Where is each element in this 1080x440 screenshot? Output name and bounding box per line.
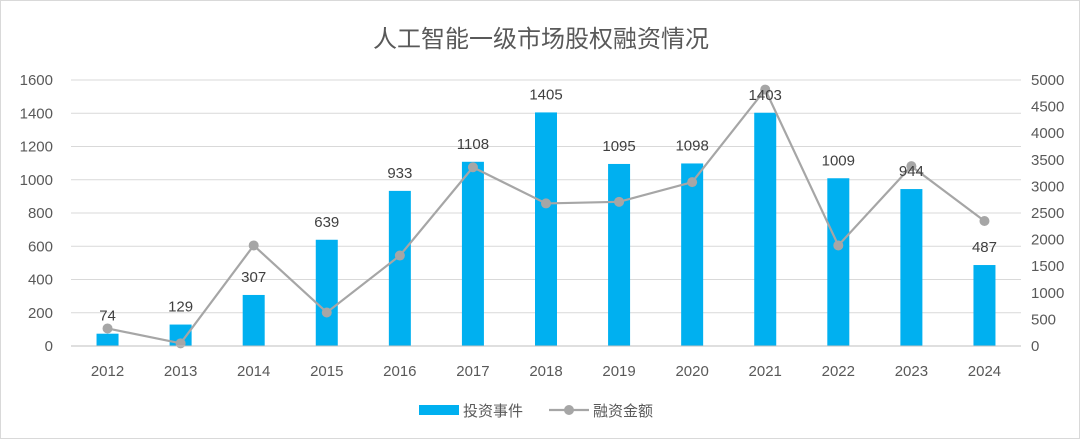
bar-value-label: 1098 bbox=[675, 137, 708, 154]
y-right-tick-label: 3000 bbox=[1031, 178, 1064, 195]
bar-value-label: 1009 bbox=[822, 152, 855, 169]
legend-bar-swatch bbox=[419, 405, 459, 415]
line-point bbox=[102, 323, 113, 334]
bar bbox=[681, 163, 704, 346]
bar bbox=[535, 112, 557, 346]
line-point bbox=[175, 338, 186, 349]
line-point bbox=[541, 198, 551, 209]
y-left-tick-label: 600 bbox=[28, 238, 53, 255]
y-right-tick-label: 500 bbox=[1031, 311, 1056, 328]
y-right-tick-label: 1000 bbox=[1031, 285, 1064, 302]
y-left-tick-label: 200 bbox=[28, 305, 53, 322]
bar bbox=[388, 190, 411, 346]
bar bbox=[754, 112, 777, 346]
bar bbox=[461, 161, 484, 346]
bar bbox=[827, 178, 850, 346]
x-tick-label: 2021 bbox=[749, 363, 782, 380]
line-point bbox=[394, 250, 405, 261]
y-left-tick-label: 400 bbox=[28, 272, 53, 289]
line-point bbox=[614, 196, 625, 207]
y-left-tick-label: 0 bbox=[45, 338, 53, 355]
bar-value-label: 487 bbox=[972, 239, 997, 256]
line-point bbox=[248, 240, 259, 251]
line-point bbox=[467, 162, 478, 173]
legend-line-marker bbox=[564, 405, 574, 415]
x-tick-label: 2018 bbox=[529, 363, 562, 380]
bar-value-label: 933 bbox=[387, 165, 412, 182]
bar bbox=[900, 189, 923, 346]
bar-value-label: 944 bbox=[899, 163, 924, 180]
line-point bbox=[760, 84, 771, 95]
y-right-tick-label: 2500 bbox=[1031, 205, 1064, 222]
legend: 投资事件 融资金额 bbox=[419, 402, 653, 420]
x-tick-label: 2014 bbox=[237, 363, 270, 380]
legend-label-bars: 投资事件 bbox=[463, 402, 523, 420]
bar-value-label: 639 bbox=[314, 214, 339, 231]
x-tick-label: 2013 bbox=[164, 363, 197, 380]
legend-label-line: 融资金额 bbox=[593, 402, 653, 420]
x-tick-label: 2023 bbox=[895, 363, 928, 380]
bar-value-label: 1403 bbox=[749, 87, 782, 104]
bar-value-label: 307 bbox=[241, 269, 266, 286]
y-left-tick-label: 1000 bbox=[20, 172, 53, 189]
x-tick-label: 2017 bbox=[456, 363, 489, 380]
y-left-tick-label: 1400 bbox=[20, 105, 53, 122]
bar-value-label: 1405 bbox=[529, 86, 562, 103]
bar-series bbox=[96, 112, 996, 346]
bar bbox=[973, 265, 996, 346]
axis-ticks: 0 200 400 600 800 1000 1200 1400 1600 0 500 1000 150… bbox=[20, 72, 1065, 380]
y-left-tick-label: 800 bbox=[28, 205, 53, 222]
x-tick-label: 2022 bbox=[822, 363, 855, 380]
bar bbox=[169, 324, 192, 346]
bar bbox=[315, 239, 338, 346]
y-right-tick-label: 4000 bbox=[1031, 125, 1064, 142]
line-point bbox=[687, 177, 698, 188]
chart-title: 人工智能一级市场股权融资情况 bbox=[373, 25, 709, 53]
line-point bbox=[833, 240, 844, 251]
y-right-tick-label: 2000 bbox=[1031, 232, 1064, 249]
bar-value-label: 74 bbox=[99, 308, 116, 325]
line-point bbox=[321, 307, 332, 318]
y-right-tick-label: 1500 bbox=[1031, 258, 1064, 275]
y-left-tick-label: 1200 bbox=[20, 139, 53, 156]
y-right-tick-label: 4500 bbox=[1031, 99, 1064, 116]
y-left-tick-label: 1600 bbox=[20, 72, 53, 89]
bar-value-label: 1095 bbox=[602, 138, 635, 155]
line-point bbox=[906, 161, 917, 172]
x-tick-label: 2024 bbox=[968, 363, 1001, 380]
y-right-tick-label: 3500 bbox=[1031, 152, 1064, 169]
x-tick-label: 2020 bbox=[675, 363, 708, 380]
x-tick-label: 2015 bbox=[310, 363, 343, 380]
data-labels: 74 129 307 639 933 1108 1405 1095 1098 1403 1009 94… bbox=[99, 86, 997, 324]
line-point bbox=[979, 215, 990, 226]
bar-value-label: 129 bbox=[168, 299, 193, 316]
y-right-tick-label: 0 bbox=[1031, 338, 1039, 355]
x-tick-label: 2016 bbox=[383, 363, 416, 380]
bar bbox=[96, 333, 119, 346]
x-tick-label: 2012 bbox=[91, 363, 124, 380]
bar bbox=[608, 163, 631, 346]
x-tick-label: 2019 bbox=[602, 363, 635, 380]
y-right-tick-label: 5000 bbox=[1031, 72, 1064, 89]
bar-value-label: 1108 bbox=[457, 136, 489, 153]
bar bbox=[242, 294, 265, 346]
